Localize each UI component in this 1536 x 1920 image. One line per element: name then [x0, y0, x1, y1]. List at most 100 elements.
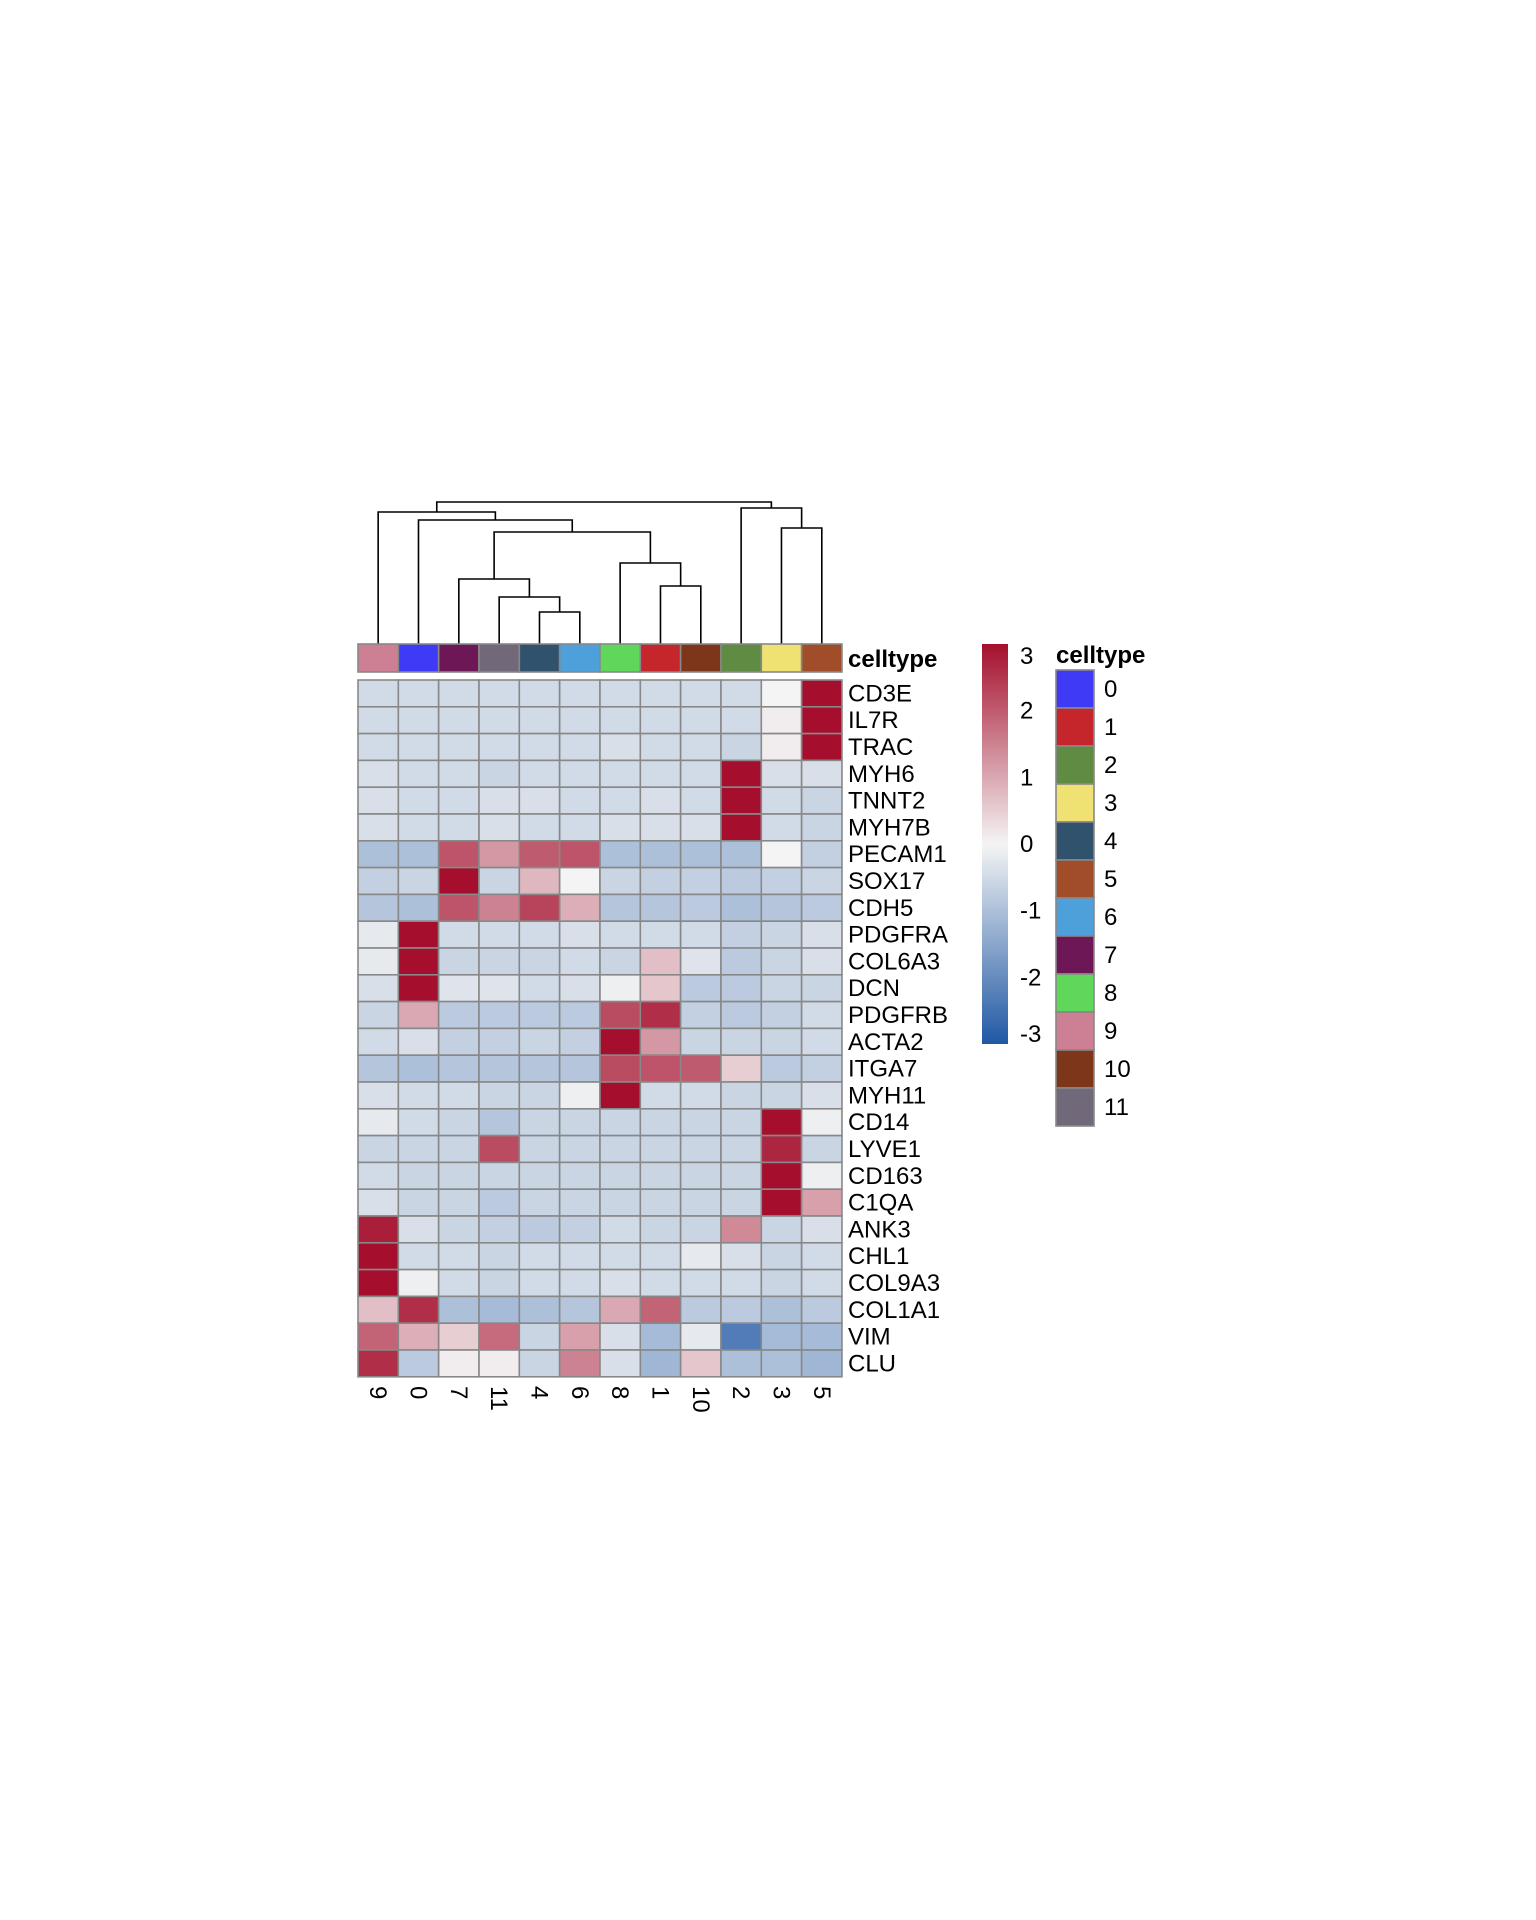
row-label: COL9A3 [848, 1270, 940, 1297]
heatmap-cell [357, 1027, 400, 1057]
heatmap-cell [760, 1268, 803, 1298]
heatmap-cell [639, 1349, 682, 1378]
heatmap-cell [800, 893, 843, 923]
heatmap-cell [437, 1322, 480, 1351]
heatmap-cell [558, 1027, 601, 1057]
annotation-cell [558, 643, 601, 673]
heatmap-cell [599, 947, 642, 976]
heatmap-cell [437, 893, 480, 923]
annotation-label: celltype [848, 646, 937, 673]
heatmap-cell [639, 1054, 682, 1083]
colorbar-tick-label: -3 [1020, 1021, 1041, 1048]
heatmap-cell [720, 679, 763, 708]
heatmap-cell [760, 759, 803, 789]
legend-label: 5 [1104, 866, 1117, 893]
heatmap-cell [478, 1295, 521, 1325]
heatmap-cell [760, 1188, 803, 1217]
heatmap-cell [720, 1134, 763, 1164]
legend-label: 3 [1104, 790, 1117, 817]
heatmap-cell [357, 973, 400, 1003]
heatmap-cell [679, 1081, 722, 1110]
heatmap-cell [760, 1081, 803, 1110]
heatmap-cell [478, 839, 521, 869]
heatmap-cell [800, 839, 843, 869]
heatmap-cell [437, 1295, 480, 1325]
heatmap-cell [518, 947, 561, 976]
heatmap-cell [760, 813, 803, 842]
heatmap-cell [478, 813, 521, 842]
heatmap-cell [357, 813, 400, 842]
legend-label: 7 [1104, 942, 1117, 969]
heatmap-cell [639, 1027, 682, 1057]
heatmap-cell [800, 732, 843, 762]
annotation-cell [357, 643, 400, 673]
heatmap-cell [599, 1268, 642, 1298]
heatmap-cell [357, 1268, 400, 1298]
annotation-cell [397, 643, 440, 673]
dendrogram-branch [498, 596, 561, 644]
heatmap-cell [760, 732, 803, 762]
heatmap-cell [518, 1349, 561, 1378]
heatmap-cell [639, 973, 682, 1003]
heatmap-cell [679, 1322, 722, 1351]
row-label: PDGFRB [848, 1002, 948, 1029]
heatmap-cell [599, 1000, 642, 1030]
heatmap-cell [720, 1322, 763, 1351]
heatmap-cell [558, 839, 601, 869]
heatmap-cell [518, 1000, 561, 1030]
heatmap-cell [518, 1108, 561, 1137]
heatmap-cell [639, 893, 682, 923]
heatmap-cell [478, 679, 521, 708]
heatmap-cell [437, 1268, 480, 1298]
heatmap-cell [397, 866, 440, 896]
heatmap-cell [478, 1188, 521, 1217]
legend-label: 10 [1104, 1056, 1131, 1083]
heatmap-cell [437, 1215, 480, 1244]
heatmap-cell [397, 1188, 440, 1217]
row-label: COL6A3 [848, 948, 940, 975]
annotation-cell [720, 643, 763, 673]
heatmap-cell [720, 1108, 763, 1137]
heatmap-cell [599, 1322, 642, 1351]
column-label: 9 [364, 1386, 391, 1399]
heatmap-cell [720, 759, 763, 789]
column-label: 11 [485, 1386, 512, 1411]
heatmap-cell [760, 920, 803, 949]
heatmap-cell [720, 920, 763, 949]
heatmap-cell [720, 705, 763, 735]
heatmap-grid [357, 679, 843, 1378]
heatmap-cell [518, 1054, 561, 1083]
heatmap-cell [357, 1134, 400, 1164]
colorbar-tick-label: 2 [1020, 698, 1033, 725]
heatmap-cell [720, 732, 763, 762]
heatmap-cell [357, 1054, 400, 1083]
heatmap-cell [397, 1322, 440, 1351]
heatmap-cell [437, 1000, 480, 1030]
annotation-cell [518, 643, 561, 673]
heatmap-cell [558, 866, 601, 896]
heatmap-cell [679, 1027, 722, 1057]
heatmap-cell [518, 1295, 561, 1325]
dendrogram-branch [493, 531, 652, 579]
heatmap-cell [397, 1268, 440, 1298]
heatmap-cell [639, 1242, 682, 1271]
heatmap-cell [639, 1215, 682, 1244]
heatmap-cell [518, 1081, 561, 1110]
heatmap-cell [478, 866, 521, 896]
heatmap-cell [558, 1108, 601, 1137]
heatmap-cell [599, 973, 642, 1003]
heatmap-cell [558, 732, 601, 762]
heatmap-cell [437, 732, 480, 762]
heatmap-cell [437, 786, 480, 815]
heatmap-cell [558, 786, 601, 815]
dendrogram-branch [780, 527, 823, 644]
row-label: CD14 [848, 1109, 909, 1136]
heatmap-cell [679, 839, 722, 869]
heatmap-cell [437, 1081, 480, 1110]
heatmap-cell [518, 1322, 561, 1351]
heatmap-cell [437, 1027, 480, 1057]
legend-swatch [1055, 973, 1095, 1013]
legend-swatch [1055, 1049, 1095, 1089]
heatmap-cell [357, 732, 400, 762]
